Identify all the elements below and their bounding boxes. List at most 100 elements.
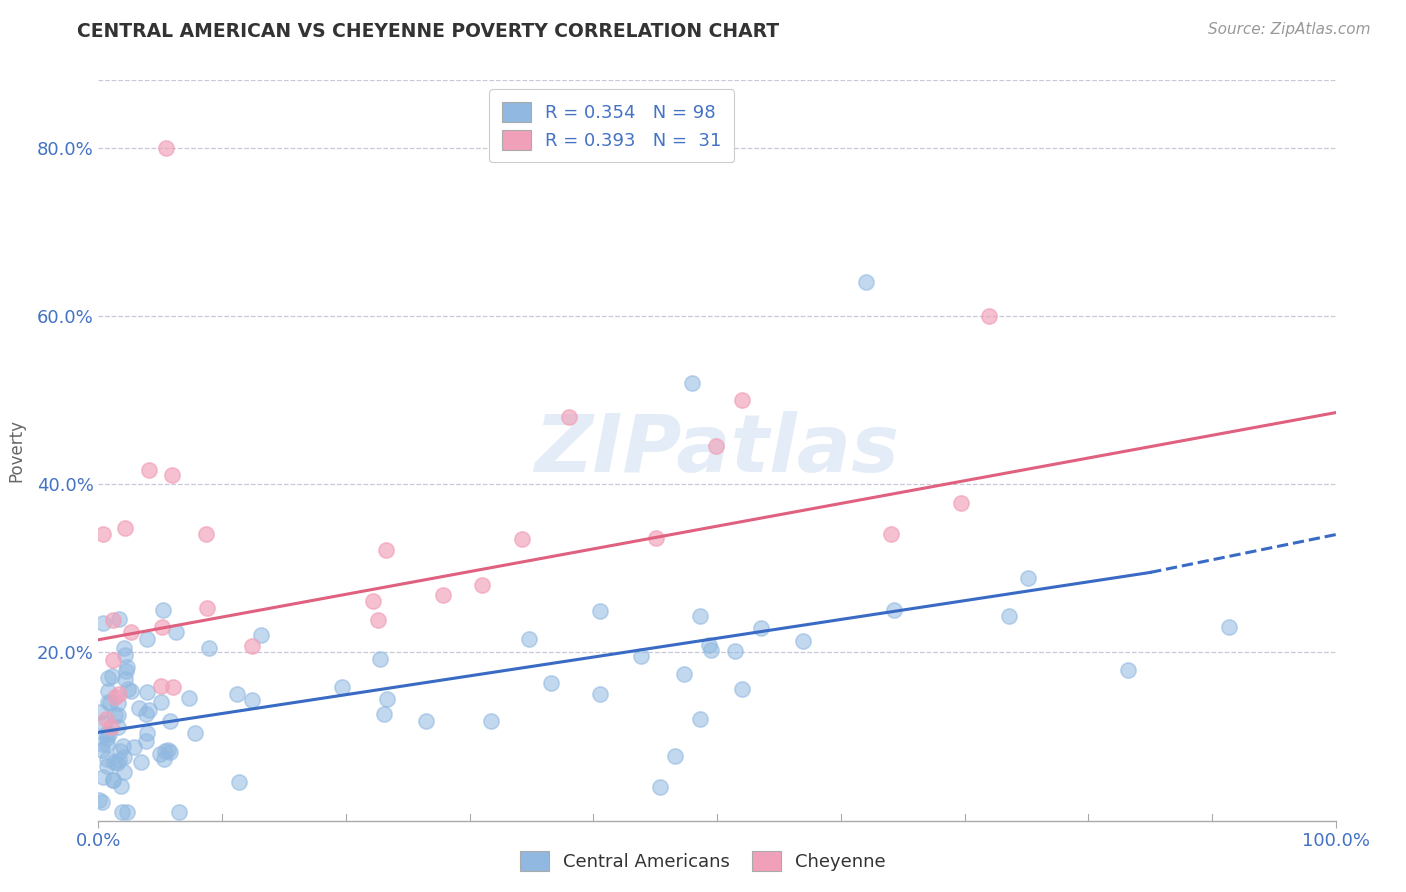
Point xyxy=(361,593,384,607)
Point xyxy=(195,601,218,615)
Point xyxy=(152,602,174,616)
Point xyxy=(240,693,263,707)
Point xyxy=(226,687,249,701)
Point xyxy=(589,686,612,700)
Point xyxy=(540,676,562,690)
Point xyxy=(97,683,120,698)
Point xyxy=(149,747,172,761)
Point xyxy=(731,682,754,697)
Point xyxy=(699,638,721,652)
Point xyxy=(104,690,127,705)
Point xyxy=(249,628,271,642)
Point xyxy=(1017,571,1039,585)
Point xyxy=(114,764,136,779)
Point xyxy=(159,714,181,728)
Y-axis label: Poverty: Poverty xyxy=(7,419,25,482)
Point xyxy=(689,712,711,726)
Point xyxy=(879,527,901,541)
Point xyxy=(120,624,142,639)
Point xyxy=(855,275,877,289)
Point xyxy=(97,695,120,709)
Point xyxy=(330,680,353,694)
Point xyxy=(91,737,114,751)
Point xyxy=(167,805,190,820)
Point xyxy=(883,603,905,617)
Point xyxy=(150,620,173,634)
Point xyxy=(700,642,723,657)
Point xyxy=(98,727,121,741)
Point xyxy=(117,682,139,697)
Point xyxy=(108,612,131,626)
Point xyxy=(630,648,652,663)
Text: Source: ZipAtlas.com: Source: ZipAtlas.com xyxy=(1208,22,1371,37)
Point xyxy=(1116,663,1139,677)
Point xyxy=(998,609,1021,624)
Point xyxy=(114,672,136,686)
Point xyxy=(166,625,188,640)
Point xyxy=(122,739,145,754)
Point xyxy=(510,533,533,547)
Text: ZIPatlas: ZIPatlas xyxy=(534,411,900,490)
Point xyxy=(128,701,150,715)
Point xyxy=(138,463,160,477)
Point xyxy=(375,691,398,706)
Point xyxy=(155,140,177,154)
Point xyxy=(112,640,135,655)
Legend: Central Americans, Cheyenne: Central Americans, Cheyenne xyxy=(513,844,893,879)
Point xyxy=(153,752,176,766)
Point xyxy=(240,639,263,653)
Point xyxy=(98,696,121,710)
Point xyxy=(97,671,120,685)
Point xyxy=(101,613,124,627)
Point xyxy=(91,770,114,784)
Point xyxy=(114,665,136,679)
Point xyxy=(136,726,159,740)
Point xyxy=(104,708,127,723)
Point xyxy=(103,772,125,787)
Text: CENTRAL AMERICAN VS CHEYENNE POVERTY CORRELATION CHART: CENTRAL AMERICAN VS CHEYENNE POVERTY COR… xyxy=(77,22,779,41)
Point xyxy=(664,748,686,763)
Point xyxy=(96,737,118,751)
Point xyxy=(731,392,754,407)
Point xyxy=(162,680,184,694)
Point xyxy=(370,652,392,666)
Point xyxy=(107,708,129,723)
Point xyxy=(138,703,160,717)
Point xyxy=(149,695,172,709)
Point xyxy=(367,613,389,627)
Point xyxy=(108,687,131,701)
Point xyxy=(228,775,250,789)
Point xyxy=(159,745,181,759)
Point xyxy=(89,793,111,807)
Point xyxy=(471,578,494,592)
Point xyxy=(724,644,747,658)
Point xyxy=(114,521,136,535)
Point xyxy=(650,780,672,794)
Point xyxy=(111,805,134,820)
Point xyxy=(689,608,711,623)
Point xyxy=(415,714,437,729)
Point xyxy=(96,759,118,773)
Point xyxy=(129,755,152,769)
Point xyxy=(115,660,138,674)
Point xyxy=(96,752,118,766)
Point xyxy=(184,726,207,740)
Point xyxy=(950,495,973,509)
Legend: R = 0.354   N = 98, R = 0.393   N =  31: R = 0.354 N = 98, R = 0.393 N = 31 xyxy=(489,89,734,162)
Point xyxy=(110,779,132,793)
Point xyxy=(114,648,136,663)
Point xyxy=(198,640,221,655)
Point xyxy=(90,795,112,809)
Point xyxy=(90,742,112,756)
Point xyxy=(792,633,814,648)
Point xyxy=(135,685,157,699)
Point xyxy=(91,526,114,541)
Point xyxy=(588,604,610,618)
Point xyxy=(91,616,114,631)
Point xyxy=(149,679,172,693)
Point xyxy=(681,376,703,391)
Point xyxy=(644,531,666,545)
Point xyxy=(157,742,180,756)
Point xyxy=(103,756,125,770)
Point xyxy=(105,756,128,770)
